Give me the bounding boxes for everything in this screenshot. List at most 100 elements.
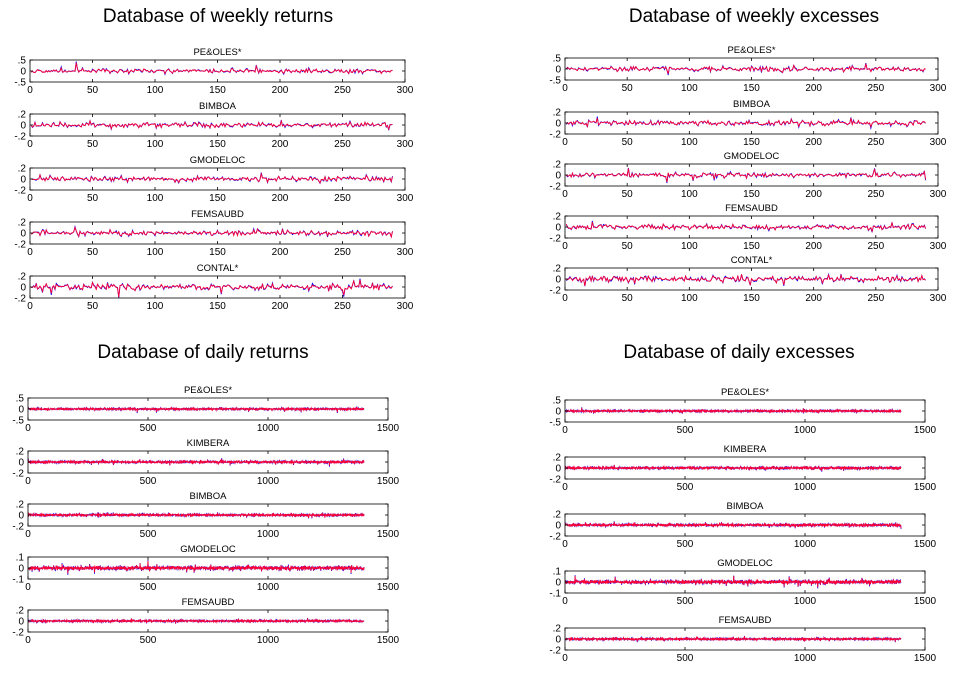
y-tick-label: .2 <box>553 453 562 464</box>
chart-panel-1: Database of weekly returns PE&OLES* 0 50 100… <box>14 6 413 312</box>
y-tick-label: -.2 <box>12 628 24 639</box>
chart-title: Database of daily excesses <box>623 342 854 363</box>
x-tick-label: 300 <box>397 247 414 258</box>
x-tick-label: 0 <box>27 247 33 258</box>
subplot-title: BIMBOA <box>733 99 771 110</box>
series-red-line <box>27 512 365 519</box>
x-tick-label: 50 <box>622 241 634 252</box>
x-tick-label: 300 <box>397 193 414 204</box>
x-tick-label: 500 <box>677 482 694 493</box>
y-tick-label: .1 <box>16 553 25 564</box>
x-tick-label: 150 <box>209 247 226 258</box>
x-tick-label: 0 <box>25 529 31 540</box>
y-tick-label: 0 <box>20 229 26 240</box>
x-tick-label: 200 <box>272 247 289 258</box>
series-red-line <box>31 226 393 239</box>
x-tick-label: 250 <box>867 137 884 148</box>
x-tick-label: 250 <box>334 139 351 150</box>
x-tick-label: 0 <box>562 425 568 436</box>
x-tick-label: 200 <box>272 301 289 312</box>
x-tick-label: 0 <box>562 241 568 252</box>
series-red-line <box>564 407 902 414</box>
series-red-line <box>27 560 365 574</box>
series-red-line <box>31 279 393 298</box>
subplot-title: GMODELOC <box>717 558 773 569</box>
y-tick-label: -.1 <box>549 589 561 600</box>
x-tick-label: 150 <box>743 189 760 200</box>
y-tick-label: 0 <box>18 405 24 416</box>
y-tick-label: -.5 <box>549 418 561 429</box>
x-tick-label: 50 <box>87 193 99 204</box>
y-tick-label: .2 <box>553 160 562 171</box>
subplot-title: PE&OLES* <box>721 387 769 398</box>
series-red-line <box>565 635 902 643</box>
y-tick-label: .5 <box>553 396 562 407</box>
x-tick-label: 1500 <box>914 482 937 493</box>
y-tick-label: 0 <box>555 464 561 475</box>
x-tick-label: 200 <box>272 139 289 150</box>
series-red-line <box>564 464 902 472</box>
x-tick-label: 250 <box>334 193 351 204</box>
x-tick-label: 500 <box>140 423 157 434</box>
x-tick-label: 100 <box>147 247 164 258</box>
y-tick-label: -.5 <box>14 78 26 89</box>
x-tick-label: 500 <box>140 635 157 646</box>
x-tick-label: 500 <box>677 596 694 607</box>
y-tick-label: .2 <box>553 264 562 275</box>
x-tick-label: 0 <box>25 476 31 487</box>
x-tick-label: 0 <box>27 139 33 150</box>
subplot-title: KIMBERA <box>187 438 230 449</box>
y-tick-label: .2 <box>18 164 27 175</box>
x-tick-label: 1000 <box>257 529 280 540</box>
y-tick-label: -.5 <box>549 76 561 87</box>
x-tick-label: 1500 <box>377 635 400 646</box>
x-tick-label: 0 <box>562 482 568 493</box>
x-tick-label: 0 <box>562 293 568 304</box>
x-tick-label: 200 <box>805 189 822 200</box>
x-tick-label: 0 <box>27 301 33 312</box>
x-tick-label: 50 <box>87 139 99 150</box>
subplot-title: GMODELOC <box>180 544 236 555</box>
x-tick-label: 200 <box>805 241 822 252</box>
subplot-1: PE&OLES*0 50 100 150 200 250 300-.50.5 <box>549 45 946 94</box>
x-tick-label: 250 <box>334 247 351 258</box>
x-tick-label: 1500 <box>914 425 937 436</box>
y-tick-label: 0 <box>555 407 561 418</box>
y-tick-label: -.2 <box>549 182 561 193</box>
y-tick-label: 0 <box>555 635 561 646</box>
y-tick-label: 0 <box>555 578 561 589</box>
subplot-1: PE&OLES*0 500 1000 1500-.50.5 <box>549 387 936 436</box>
series-red-line <box>27 618 365 624</box>
series-blue-line <box>31 278 393 299</box>
x-tick-label: 250 <box>867 241 884 252</box>
y-tick-label: 0 <box>555 275 561 286</box>
y-tick-label: -.2 <box>12 522 24 533</box>
subplot-title: BIMBOA <box>190 491 228 502</box>
x-tick-label: 300 <box>930 83 947 94</box>
x-tick-label: 50 <box>622 189 634 200</box>
series-red-line <box>565 273 926 287</box>
subplot-title: GMODELOC <box>190 155 246 166</box>
y-tick-label: .2 <box>18 272 27 283</box>
y-tick-label: -.2 <box>549 475 561 486</box>
x-tick-label: 0 <box>562 596 568 607</box>
y-tick-label: -.2 <box>14 240 26 251</box>
series-red-line <box>565 168 927 183</box>
x-tick-label: 200 <box>805 83 822 94</box>
x-tick-label: 1000 <box>794 539 817 550</box>
subplot-title: BIMBOA <box>199 101 237 112</box>
x-tick-label: 150 <box>743 83 760 94</box>
y-tick-label: 0 <box>555 171 561 182</box>
x-tick-label: 1500 <box>377 476 400 487</box>
x-tick-label: 250 <box>334 85 351 96</box>
series-red-line <box>27 406 365 413</box>
x-tick-label: 1000 <box>257 476 280 487</box>
x-tick-label: 1000 <box>257 423 280 434</box>
